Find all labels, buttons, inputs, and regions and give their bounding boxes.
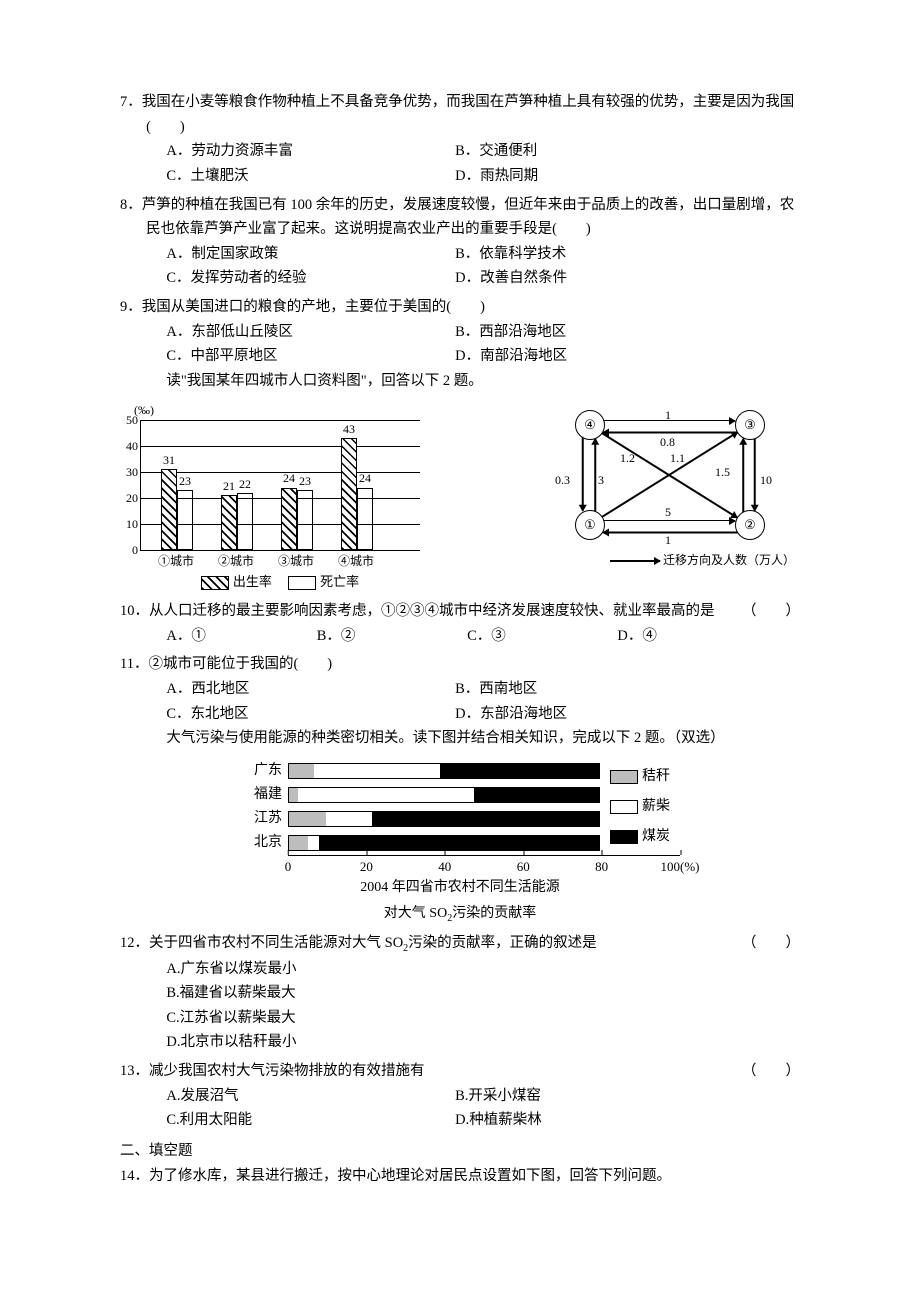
q9-opt-b[interactable]: B．西部沿海地区: [455, 320, 740, 345]
chart3-caption-1: 2004 年四省市农村不同生活能源: [240, 876, 680, 900]
node-1: ①: [575, 510, 605, 540]
q10-opt-d[interactable]: D．④: [617, 624, 744, 649]
q13-opt-b[interactable]: B.开采小煤窑: [455, 1084, 740, 1109]
q12-text: 12．关于四省市农村不同生活能源对大气 SO2污染的贡献率，正确的叙述是 （ ）: [120, 931, 800, 957]
q7-opt-a[interactable]: A．劳动力资源丰富: [166, 139, 451, 164]
q10-paren: （ ）: [768, 599, 800, 624]
q12-opt-a[interactable]: A.广东省以煤炭最小: [166, 957, 296, 982]
chart3-caption-2: 对大气 SO2污染的贡献率: [240, 902, 680, 927]
q8-text: 8．芦笋的种植在我国已有 100 余年的历史，发展速度较慢，但近年来由于品质上的…: [120, 193, 800, 242]
q11-opt-a[interactable]: A．西北地区: [166, 677, 451, 702]
q10-opt-a[interactable]: A．①: [166, 624, 293, 649]
legend-swatch-death: [288, 576, 316, 590]
legend-swatch-wood: [610, 800, 638, 814]
section-2-heading: 二、填空题: [120, 1139, 800, 1164]
q10-opt-b[interactable]: B．②: [317, 624, 444, 649]
q12-opt-c[interactable]: C.江苏省以薪柴最大: [166, 1006, 295, 1031]
q13-opt-c[interactable]: C.利用太阳能: [166, 1108, 451, 1133]
node-3: ③: [735, 410, 765, 440]
q9-opt-d[interactable]: D．南部沿海地区: [455, 344, 740, 369]
energy-stacked-chart: 广东福建江苏北京 秸秆 薪柴 煤炭 020406080100(%) 2004 年…: [240, 759, 680, 927]
q13-opt-a[interactable]: A.发展沼气: [166, 1084, 451, 1109]
q12-opt-b[interactable]: B.福建省以薪柴最大: [166, 981, 295, 1006]
q10-opt-c[interactable]: C．③: [467, 624, 594, 649]
q13-opt-d[interactable]: D.种植薪柴林: [455, 1108, 740, 1133]
q11-opt-b[interactable]: B．西南地区: [455, 677, 740, 702]
q9-instruction: 读"我国某年四城市人口资料图"，回答以下 2 题。: [120, 369, 800, 394]
legend-swatch-coal: [610, 830, 638, 844]
q9-opt-c[interactable]: C．中部平原地区: [166, 344, 451, 369]
q7-text: 7．我国在小麦等粮食作物种植上不具备竞争优势，而我国在芦笋种植上具有较强的优势，…: [120, 90, 800, 139]
q9-text: 9．我国从美国进口的粮食的产地，主要位于美国的( ): [120, 295, 800, 320]
q11-opt-c[interactable]: C．东北地区: [166, 702, 451, 727]
q13-text: 13．减少我国农村大气污染物排放的有效措施有 （ ）: [120, 1059, 800, 1084]
q8-opt-b[interactable]: B．依靠科学技术: [455, 242, 740, 267]
q11-opt-d[interactable]: D．东部沿海地区: [455, 702, 740, 727]
q8-opt-a[interactable]: A．制定国家政策: [166, 242, 451, 267]
q10-text: 10．从人口迁移的最主要影响因素考虑，①②③④城市中经济发展速度较快、就业率最高…: [120, 599, 800, 624]
node-2: ②: [735, 510, 765, 540]
q8-opt-c[interactable]: C．发挥劳动者的经验: [166, 266, 451, 291]
flow-legend: 迁移方向及人数（万人）: [663, 553, 795, 567]
legend-swatch-straw: [610, 770, 638, 784]
population-bar-chart: (‰) 102030405003123212224234324 ①城市②城市③城…: [140, 400, 420, 593]
q8-opt-d[interactable]: D．改善自然条件: [455, 266, 740, 291]
legend-swatch-birth: [201, 576, 229, 590]
q9-opt-a[interactable]: A．东部低山丘陵区: [166, 320, 451, 345]
q11-text: 11．②城市可能位于我国的( ): [120, 652, 800, 677]
q11-instruction: 大气污染与使用能源的种类密切相关。读下图并结合相关知识，完成以下 2 题。（双选…: [120, 726, 800, 751]
q13-paren: （ ）: [768, 1059, 800, 1084]
q14-text: 14．为了修水库，某县进行搬迁，按中心地理论对居民点设置如下图，回答下列问题。: [120, 1164, 800, 1189]
q7-opt-c[interactable]: C．土壤肥沃: [166, 164, 451, 189]
q7-opt-d[interactable]: D．雨热同期: [455, 164, 740, 189]
q7-opt-b[interactable]: B．交通便利: [455, 139, 740, 164]
node-4: ④: [575, 410, 605, 440]
migration-flow-diagram: ④ ③ ① ② 10.80.331.21.1101.551 迁移方向及人数（万人…: [550, 400, 800, 580]
q12-opt-d[interactable]: D.北京市以秸秆最小: [166, 1030, 296, 1055]
q12-paren: （ ）: [768, 931, 800, 956]
